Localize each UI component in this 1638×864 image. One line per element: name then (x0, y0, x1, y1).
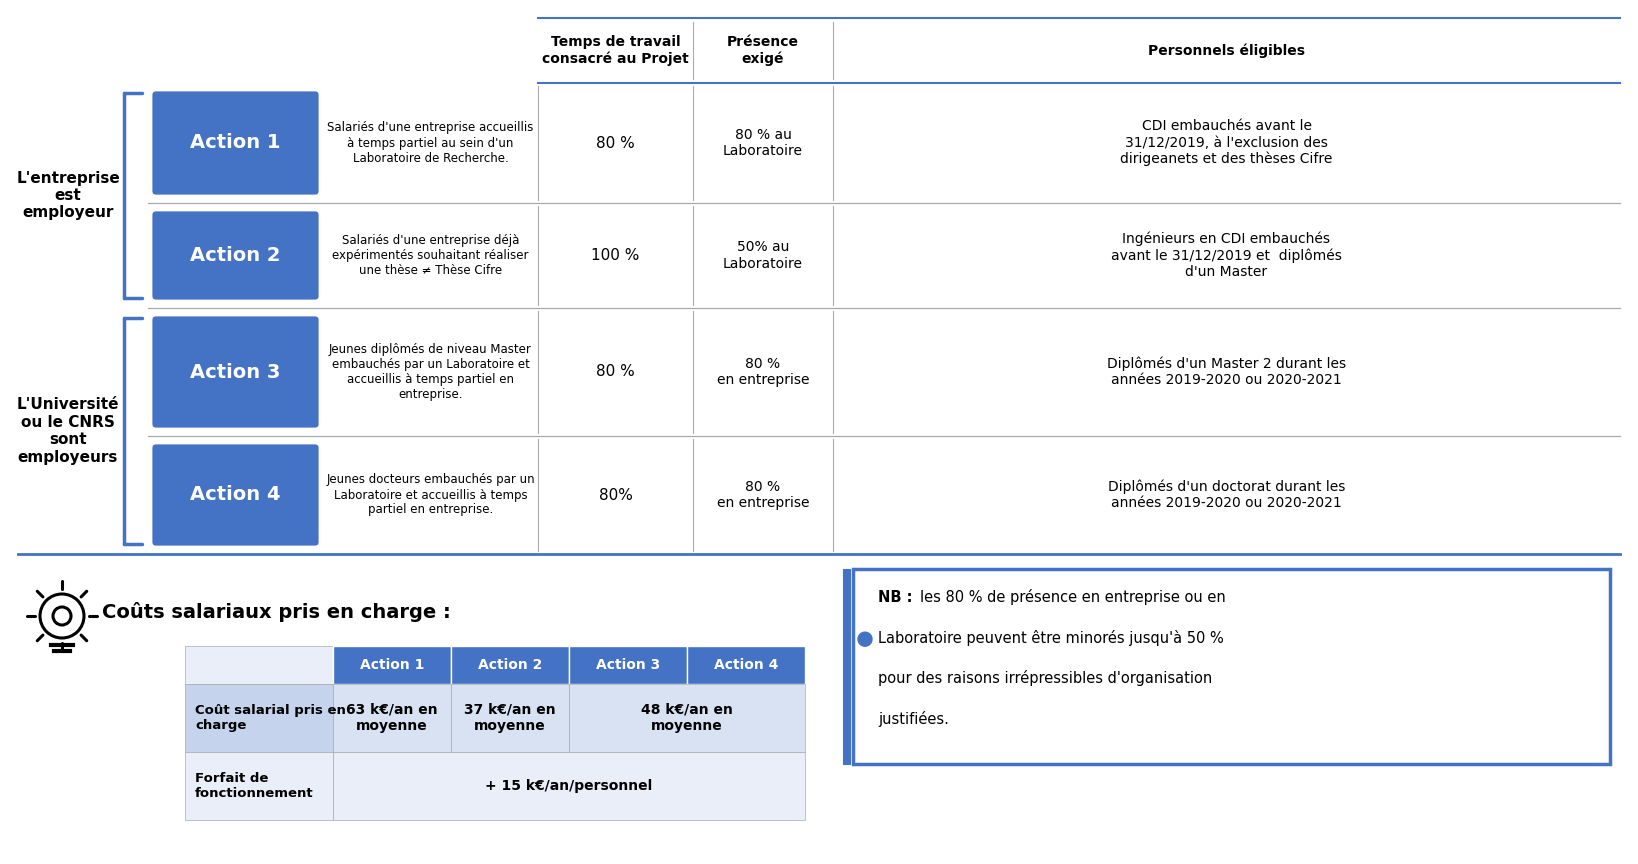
Text: 48 k€/an en
moyenne: 48 k€/an en moyenne (640, 703, 732, 733)
FancyBboxPatch shape (151, 315, 319, 429)
Text: 80%: 80% (598, 487, 632, 503)
Text: Laboratoire peuvent être minorés jusqu'à 50 %: Laboratoire peuvent être minorés jusqu'à… (878, 630, 1224, 645)
Text: Action 1: Action 1 (360, 658, 424, 672)
Text: NB :: NB : (878, 589, 917, 605)
Text: Temps de travail
consacré au Projet: Temps de travail consacré au Projet (542, 35, 690, 66)
Bar (568, 684, 804, 752)
Bar (185, 646, 333, 684)
Text: Action 4: Action 4 (190, 486, 280, 505)
Text: Action 4: Action 4 (714, 658, 778, 672)
Text: Salariés d'une entreprise accueillis
à temps partiel au sein d'un
Laboratoire de: Salariés d'une entreprise accueillis à t… (328, 122, 534, 164)
Text: 80 % au
Laboratoire: 80 % au Laboratoire (722, 128, 803, 158)
Circle shape (858, 632, 871, 646)
Text: Action 3: Action 3 (190, 363, 280, 382)
Text: Diplômés d'un doctorat durant les
années 2019-2020 ou 2020-2021: Diplômés d'un doctorat durant les années… (1107, 480, 1345, 511)
FancyBboxPatch shape (151, 443, 319, 547)
Bar (333, 752, 804, 820)
Bar (450, 684, 568, 752)
Text: 63 k€/an en
moyenne: 63 k€/an en moyenne (346, 703, 437, 733)
FancyBboxPatch shape (151, 90, 319, 196)
Text: les 80 % de présence en entreprise ou en: les 80 % de présence en entreprise ou en (921, 589, 1225, 605)
Text: Action 3: Action 3 (596, 658, 660, 672)
Text: CDI embauchés avant le
31/12/2019, à l'exclusion des
dirigeanets et des thèses C: CDI embauchés avant le 31/12/2019, à l'e… (1120, 119, 1333, 167)
Text: L'Université
ou le CNRS
sont
employeurs: L'Université ou le CNRS sont employeurs (16, 397, 120, 465)
Text: 37 k€/an en
moyenne: 37 k€/an en moyenne (464, 703, 555, 733)
Text: + 15 k€/an/personnel: + 15 k€/an/personnel (485, 779, 652, 793)
Bar (568, 646, 686, 684)
FancyBboxPatch shape (151, 210, 319, 301)
Text: 80 %
en entreprise: 80 % en entreprise (717, 480, 809, 510)
Text: justifiées.: justifiées. (878, 711, 948, 727)
Text: Action 2: Action 2 (478, 658, 542, 672)
Text: Présence
exigé: Présence exigé (727, 35, 799, 66)
Text: Forfait de
fonctionnement: Forfait de fonctionnement (195, 772, 313, 800)
Bar (844, 569, 850, 764)
Text: pour des raisons irrépressibles d'organisation: pour des raisons irrépressibles d'organi… (878, 670, 1212, 686)
Text: Coûts salariaux pris en charge :: Coûts salariaux pris en charge : (102, 602, 450, 622)
Text: 80 %: 80 % (596, 136, 636, 150)
Bar (333, 684, 450, 752)
Text: 50% au
Laboratoire: 50% au Laboratoire (722, 240, 803, 270)
Text: Action 1: Action 1 (190, 134, 280, 153)
Text: 80 %
en entreprise: 80 % en entreprise (717, 357, 809, 387)
Text: Jeunes diplômés de niveau Master
embauchés par un Laboratoire et
accueillis à te: Jeunes diplômés de niveau Master embauch… (329, 343, 532, 401)
Text: Personnels éligibles: Personnels éligibles (1148, 43, 1305, 58)
Bar (185, 684, 333, 752)
Text: Action 2: Action 2 (190, 246, 280, 265)
Text: Jeunes docteurs embauchés par un
Laboratoire et accueillis à temps
partiel en en: Jeunes docteurs embauchés par un Laborat… (326, 473, 536, 517)
Text: L'entreprise
est
employeur: L'entreprise est employeur (16, 170, 120, 220)
Text: Salariés d'une entreprise déjà
expérimentés souhaitant réaliser
une thèse ≠ Thès: Salariés d'une entreprise déjà expérimen… (333, 234, 529, 277)
Bar (185, 752, 333, 820)
Bar (450, 646, 568, 684)
Text: Coût salarial pris en
charge: Coût salarial pris en charge (195, 704, 346, 732)
Text: 100 %: 100 % (591, 248, 640, 263)
Bar (333, 646, 450, 684)
FancyBboxPatch shape (853, 569, 1610, 764)
Bar (686, 646, 804, 684)
Text: 80 %: 80 % (596, 365, 636, 379)
Text: Ingénieurs en CDI embauchés
avant le 31/12/2019 et  diplômés
d'un Master: Ingénieurs en CDI embauchés avant le 31/… (1111, 232, 1342, 279)
Text: Diplômés d'un Master 2 durant les
années 2019-2020 ou 2020-2021: Diplômés d'un Master 2 durant les années… (1107, 357, 1346, 387)
